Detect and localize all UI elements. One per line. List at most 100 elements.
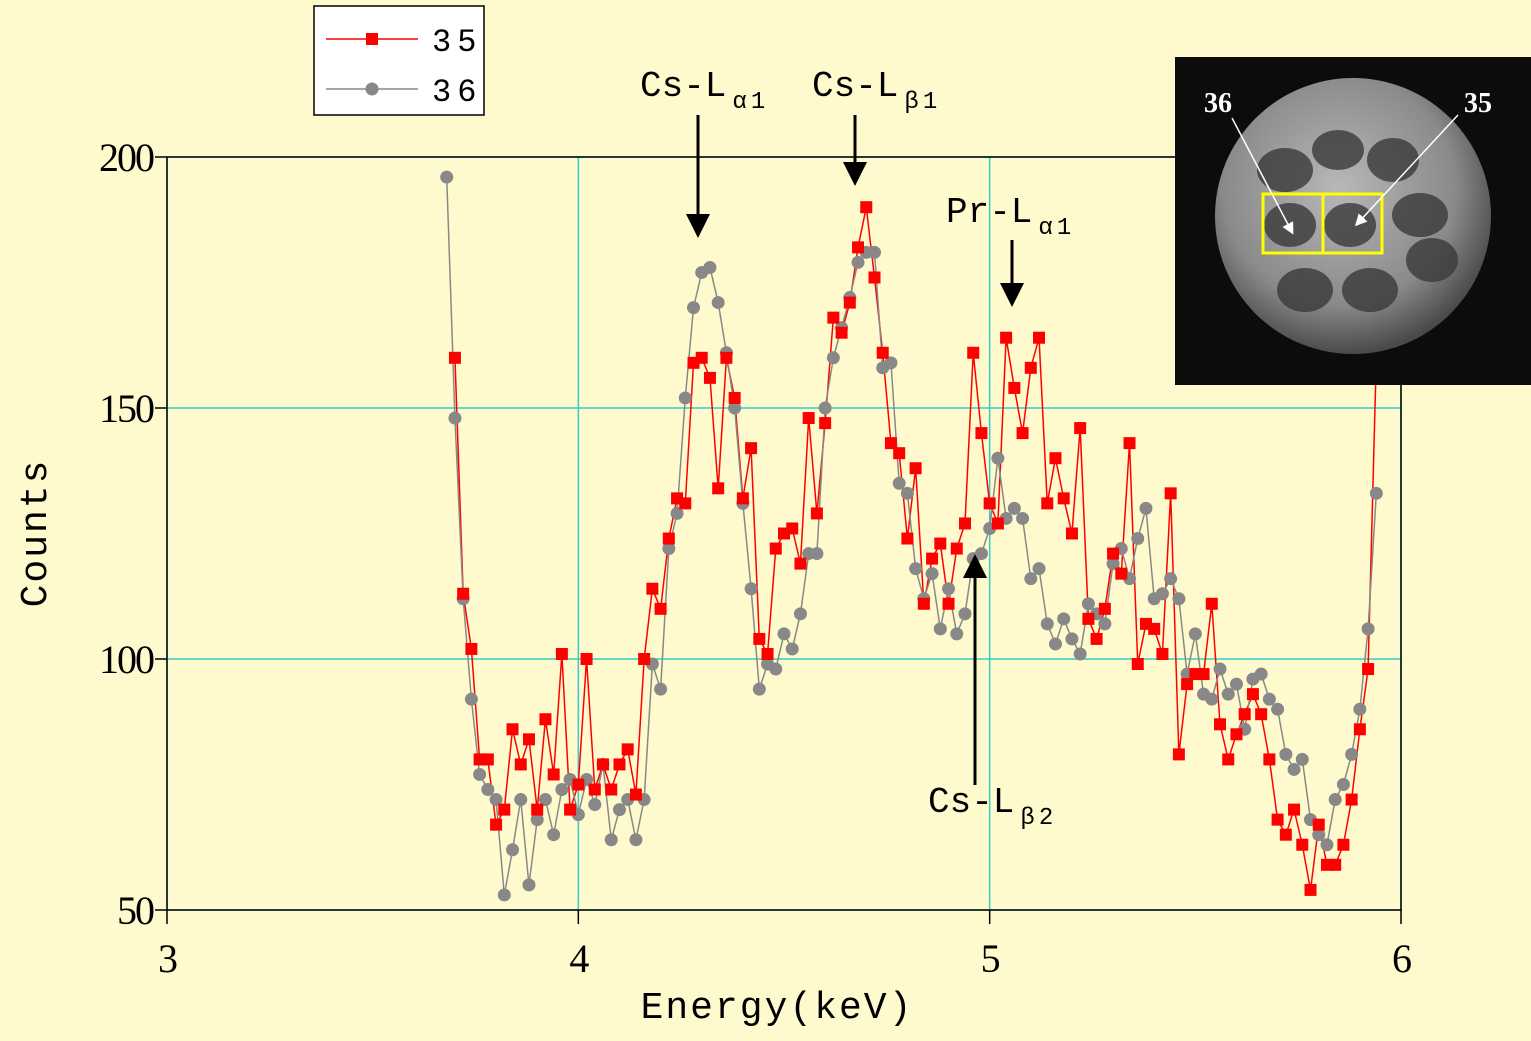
data-point (555, 783, 569, 797)
data-point (1139, 501, 1153, 515)
data-point (793, 607, 807, 621)
data-point (1098, 617, 1112, 631)
data-point (983, 497, 996, 510)
data-point (711, 296, 725, 310)
data-point (942, 582, 956, 596)
data-point (1337, 838, 1350, 851)
data-point (538, 793, 552, 807)
y-tick-label: 150 (99, 386, 154, 431)
annotation-text: Cs-L (928, 782, 1014, 823)
data-point (1131, 658, 1144, 671)
data-point (925, 567, 939, 581)
data-point (605, 783, 618, 796)
y-tick-label: 50 (117, 888, 154, 933)
data-point (810, 507, 823, 520)
annotation-subscript: β1 (904, 89, 941, 116)
x-tick-label: 5 (981, 936, 1000, 981)
data-point (1074, 422, 1087, 435)
data-point (1057, 492, 1070, 505)
data-point (991, 451, 1005, 465)
data-point (752, 682, 766, 696)
data-point (926, 552, 939, 565)
data-point (933, 622, 947, 636)
data-point (539, 713, 552, 726)
arrow (1354, 114, 1459, 227)
data-point (975, 427, 988, 440)
data-point (901, 532, 914, 545)
data-point (498, 803, 511, 816)
data-point (1164, 572, 1178, 586)
data-point (679, 497, 692, 510)
annotation: Cs-L β1 (812, 66, 941, 116)
data-point (489, 793, 503, 807)
data-point (1230, 728, 1243, 741)
region-box (1321, 192, 1384, 255)
data-point (819, 417, 832, 430)
data-point (612, 803, 626, 817)
data-point (991, 517, 1004, 530)
x-tick-label: 3 (158, 936, 177, 981)
data-point (514, 793, 528, 807)
data-point (909, 462, 922, 475)
data-point (695, 351, 708, 364)
data-point (662, 542, 676, 556)
data-point (1222, 753, 1235, 766)
data-point (1081, 597, 1095, 611)
data-point (1082, 612, 1095, 625)
data-point (613, 758, 626, 771)
data-point (893, 447, 906, 460)
data-point (1090, 632, 1103, 645)
data-point (1214, 718, 1227, 731)
data-point (1181, 678, 1194, 691)
data-point (745, 442, 758, 455)
legend-label: 36 (432, 74, 482, 111)
data-point (506, 723, 519, 736)
data-point (794, 557, 807, 570)
data-point (736, 492, 749, 505)
data-point (860, 201, 873, 214)
data-point (1369, 486, 1383, 500)
data-point (703, 371, 716, 384)
data-point (852, 241, 865, 254)
data-point (1287, 762, 1301, 776)
data-point (473, 767, 487, 781)
annotation-text: Pr-L (946, 192, 1032, 233)
data-point (843, 296, 856, 309)
data-point (1155, 587, 1169, 601)
data-point (720, 351, 733, 364)
data-point (464, 692, 478, 706)
data-point (588, 783, 601, 796)
data-point (876, 346, 889, 359)
data-point (967, 346, 980, 359)
data-point (604, 833, 618, 847)
data-point (555, 647, 568, 660)
data-point (1123, 437, 1136, 450)
data-point (785, 642, 799, 656)
data-point (835, 326, 848, 339)
annotation-subscript: α1 (732, 89, 769, 116)
data-point (958, 517, 971, 530)
data-point (810, 547, 824, 561)
data-point (440, 170, 454, 184)
data-point (1320, 838, 1334, 852)
data-point (497, 888, 511, 902)
data-point (1288, 803, 1301, 816)
data-point (728, 391, 741, 404)
data-point (1345, 747, 1359, 761)
y-tick-label: 100 (99, 637, 154, 682)
data-point (1016, 427, 1029, 440)
data-point (1362, 663, 1375, 676)
inset-label: 36 (1204, 88, 1232, 119)
data-point (1353, 702, 1367, 716)
data-point (1007, 501, 1021, 515)
data-point (670, 506, 684, 520)
data-point (769, 662, 783, 676)
data-point (1148, 622, 1161, 635)
data-point (769, 542, 782, 555)
data-point (1197, 668, 1210, 681)
data-point (1238, 708, 1251, 721)
data-point (1271, 702, 1285, 716)
data-point (629, 788, 642, 801)
